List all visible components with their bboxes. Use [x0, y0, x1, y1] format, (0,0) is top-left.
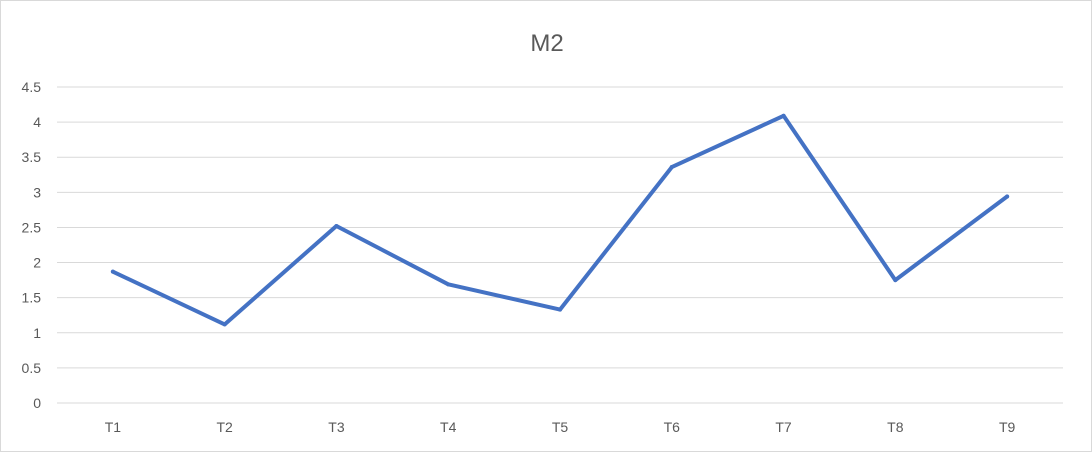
y-tick-label: 0: [33, 395, 41, 411]
x-tick-label: T8: [887, 419, 904, 435]
y-tick-label: 3: [33, 184, 41, 200]
y-tick-label: 4: [33, 114, 41, 130]
data-point: [110, 269, 115, 274]
x-tick-label: T2: [216, 419, 233, 435]
data-point: [334, 224, 339, 229]
x-tick-label: T4: [440, 419, 457, 435]
x-axis-tick-labels: T1 T2 T3 T4 T5 T6 T7 T8 T9: [105, 419, 1016, 435]
x-tick-label: T3: [328, 419, 345, 435]
x-tick-label: T9: [999, 419, 1016, 435]
x-tick-label: T6: [664, 419, 681, 435]
data-point: [781, 113, 786, 118]
data-point: [893, 278, 898, 283]
series-line: [110, 113, 1010, 327]
chart-title: M2: [530, 30, 563, 57]
y-tick-label: 4.5: [22, 79, 42, 95]
data-point: [558, 307, 562, 312]
y-tick-label: 1.5: [22, 290, 42, 306]
y-tick-label: 2.5: [22, 219, 42, 235]
data-point: [222, 322, 227, 327]
data-point: [446, 282, 451, 287]
data-point: [669, 165, 674, 170]
gridlines: [57, 86, 1063, 404]
x-tick-label: T7: [775, 419, 792, 435]
y-tick-label: 3.5: [22, 149, 42, 165]
y-tick-label: 1: [33, 325, 41, 341]
y-tick-label: 0.5: [22, 360, 42, 376]
y-axis-tick-labels: 0 0.5 1 1.5 2 2.5 3 3.5 4 4.5: [22, 79, 42, 411]
x-tick-label: T1: [105, 419, 122, 435]
data-point: [1005, 194, 1010, 199]
series-group: [110, 113, 1010, 327]
x-tick-label: T5: [552, 419, 569, 435]
y-tick-label: 2: [33, 255, 41, 271]
